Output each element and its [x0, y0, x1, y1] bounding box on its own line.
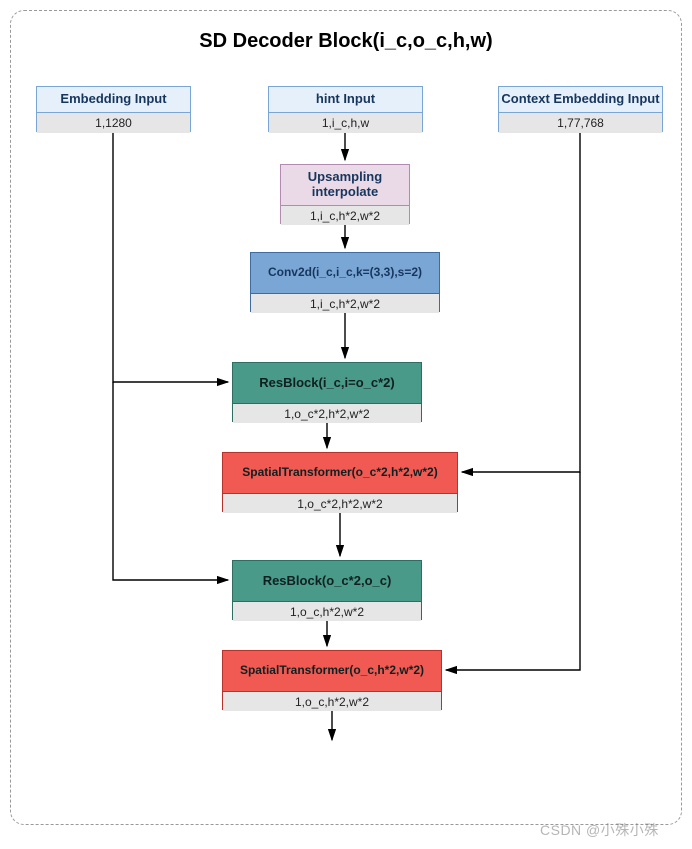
node-ctx-shape: 1,77,768: [499, 112, 662, 133]
node-hint-shape: 1,i_c,h,w: [269, 112, 422, 133]
node-emb: Embedding Input1,1280: [36, 86, 191, 132]
node-hint-label: hint Input: [269, 87, 422, 112]
node-ctx-label: Context Embedding Input: [499, 87, 662, 112]
node-res2-shape: 1,o_c,h*2,w*2: [233, 601, 421, 621]
node-up-shape: 1,i_c,h*2,w*2: [281, 205, 409, 225]
node-res2-label: ResBlock(o_c*2,o_c): [233, 561, 421, 601]
node-st1-label: SpatialTransformer(o_c*2,h*2,w*2): [223, 453, 457, 493]
diagram-title: SD Decoder Block(i_c,o_c,h,w): [150, 30, 542, 53]
node-res2: ResBlock(o_c*2,o_c)1,o_c,h*2,w*2: [232, 560, 422, 620]
node-conv-shape: 1,i_c,h*2,w*2: [251, 293, 439, 313]
node-res1-label: ResBlock(i_c,i=o_c*2): [233, 363, 421, 403]
node-hint: hint Input1,i_c,h,w: [268, 86, 423, 132]
node-st1-shape: 1,o_c*2,h*2,w*2: [223, 493, 457, 513]
watermark: CSDN @小殊小殊: [540, 820, 659, 840]
node-emb-label: Embedding Input: [37, 87, 190, 112]
node-conv: Conv2d(i_c,i_c,k=(3,3),s=2)1,i_c,h*2,w*2: [250, 252, 440, 312]
node-ctx: Context Embedding Input1,77,768: [498, 86, 663, 132]
node-res1-shape: 1,o_c*2,h*2,w*2: [233, 403, 421, 423]
node-conv-label: Conv2d(i_c,i_c,k=(3,3),s=2): [251, 253, 439, 293]
node-st2-label: SpatialTransformer(o_c,h*2,w*2): [223, 651, 441, 691]
node-st1: SpatialTransformer(o_c*2,h*2,w*2)1,o_c*2…: [222, 452, 458, 512]
node-emb-shape: 1,1280: [37, 112, 190, 133]
node-res1: ResBlock(i_c,i=o_c*2)1,o_c*2,h*2,w*2: [232, 362, 422, 422]
node-up-label: Upsampling interpolate: [281, 165, 409, 205]
node-st2-shape: 1,o_c,h*2,w*2: [223, 691, 441, 711]
node-up: Upsampling interpolate1,i_c,h*2,w*2: [280, 164, 410, 224]
node-st2: SpatialTransformer(o_c,h*2,w*2)1,o_c,h*2…: [222, 650, 442, 710]
